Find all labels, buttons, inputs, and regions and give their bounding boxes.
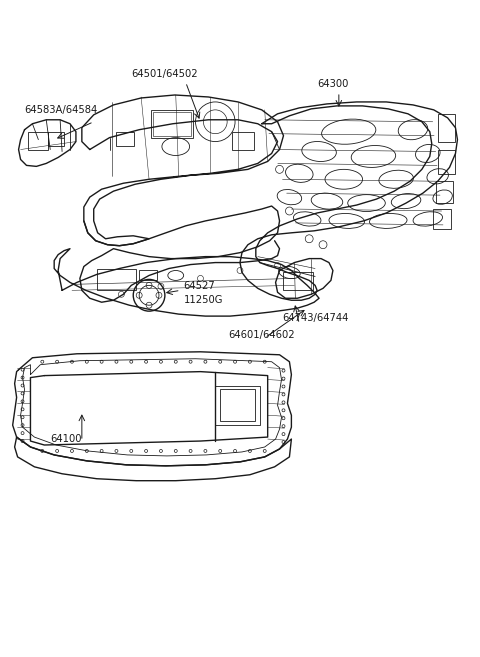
Bar [433, 209, 451, 229]
Text: 64300: 64300 [317, 79, 348, 89]
Bar [117, 131, 134, 146]
Bar [232, 131, 254, 150]
Text: 64527: 64527 [184, 281, 216, 291]
Bar [284, 273, 313, 290]
Text: 64601/64602: 64601/64602 [228, 330, 295, 340]
Bar [438, 150, 456, 174]
Bar [216, 386, 260, 425]
Bar [139, 271, 157, 281]
Text: 64100: 64100 [50, 434, 82, 444]
Text: 64501/64502: 64501/64502 [131, 69, 198, 79]
Text: 11250G: 11250G [184, 295, 223, 306]
Text: 64743/64744: 64743/64744 [283, 313, 349, 323]
Bar [153, 112, 191, 135]
Bar [96, 269, 136, 290]
Bar [438, 114, 456, 142]
Bar [220, 390, 255, 421]
Text: 64583A/64584: 64583A/64584 [24, 105, 98, 115]
Bar [28, 131, 48, 150]
Bar [436, 181, 454, 203]
Bar [151, 110, 192, 137]
Bar [48, 131, 64, 146]
